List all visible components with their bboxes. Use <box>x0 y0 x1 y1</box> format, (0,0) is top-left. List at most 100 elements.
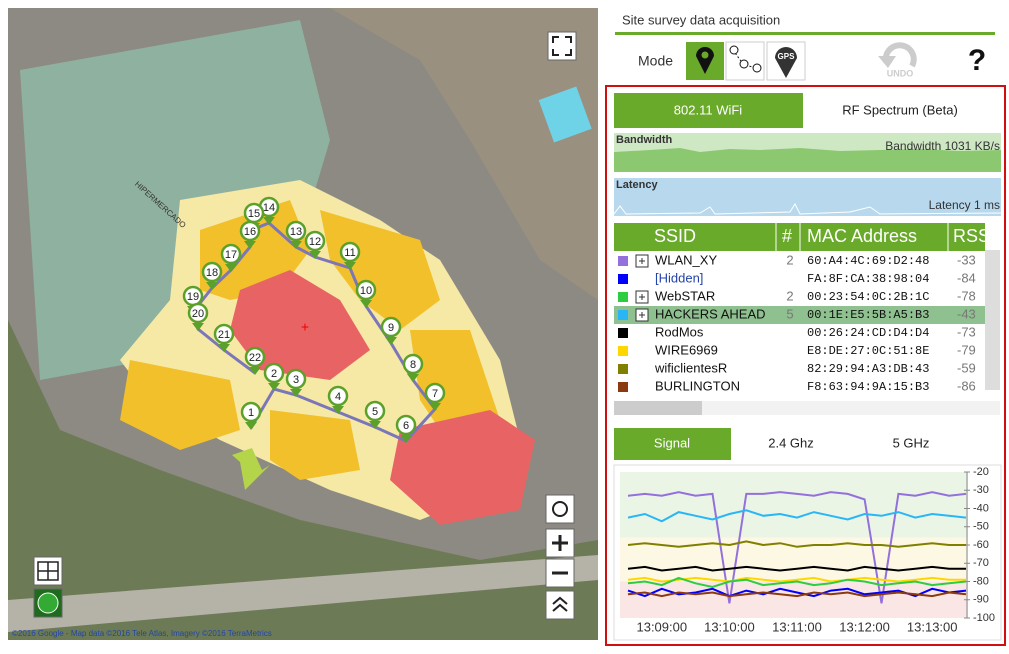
waypoint[interactable] <box>304 230 326 252</box>
header <box>612 8 1002 36</box>
bandwidth-graph <box>614 148 1001 172</box>
store <box>270 410 360 480</box>
waypoint-label: 4 <box>335 391 341 403</box>
row-rss: -73 <box>957 324 976 339</box>
waypoint[interactable] <box>285 368 307 390</box>
waypoint-label: 16 <box>244 226 256 238</box>
waypoint[interactable] <box>424 382 446 404</box>
row-swatch <box>618 346 628 356</box>
row-rss: -78 <box>957 288 976 303</box>
latency-reading: Latency 1 ms <box>929 198 1000 212</box>
waypoint[interactable] <box>364 400 386 422</box>
waypoint-pin <box>369 421 381 429</box>
waypoint[interactable] <box>213 323 235 345</box>
tab-active[interactable] <box>614 93 803 128</box>
waypoint-pin <box>192 323 204 331</box>
waypoint-label: 8 <box>410 359 416 371</box>
row-ssid[interactable]: WIRE6969 <box>655 342 718 357</box>
signal-tab[interactable]: 5 GHz <box>893 435 930 450</box>
y-tick-label: -70 <box>973 557 989 569</box>
y-tick-label: -60 <box>973 539 989 551</box>
row-rss: -86 <box>957 378 976 393</box>
row-ssid[interactable]: [Hidden] <box>655 270 703 285</box>
row-ssid[interactable]: wificlientesR <box>654 360 727 375</box>
zoom-in-icon <box>552 535 568 551</box>
waypoint[interactable] <box>355 279 377 301</box>
waypoint-label: 5 <box>372 406 378 418</box>
x-tick-label: 13:10:00 <box>704 619 755 634</box>
pin-hole <box>701 51 709 59</box>
signal-line <box>627 491 967 604</box>
band-poor <box>620 581 968 618</box>
row-swatch <box>618 328 628 338</box>
row-ssid[interactable]: WLAN_XY <box>655 252 717 267</box>
waypoint[interactable] <box>244 346 266 368</box>
waypoint-pin <box>218 344 230 352</box>
waypoint[interactable] <box>239 220 261 242</box>
waypoint[interactable] <box>263 362 285 384</box>
signal-line <box>627 565 966 572</box>
anchor-store <box>390 410 535 525</box>
waypoint[interactable] <box>220 243 242 265</box>
route-icon-node <box>739 59 749 69</box>
x-tick-label: 13:13:00 <box>907 619 958 634</box>
gps-label: GPS <box>778 52 796 61</box>
signal-tab-active[interactable] <box>614 428 731 460</box>
waypoint[interactable] <box>327 385 349 407</box>
vertical-scrollbar[interactable] <box>985 250 1000 390</box>
waypoint[interactable] <box>395 414 417 436</box>
route-line <box>191 221 437 443</box>
waypoint[interactable] <box>380 316 402 338</box>
waypoint-pin <box>249 367 261 375</box>
signal-line <box>627 576 967 589</box>
row-ssid[interactable]: BURLINGTON <box>655 378 740 393</box>
tab[interactable]: RF Spectrum (Beta) <box>842 102 958 117</box>
pool <box>538 86 592 143</box>
row-ssid[interactable]: HACKERS AHEAD <box>655 306 766 321</box>
signal-line <box>627 591 967 598</box>
waypoint[interactable] <box>240 401 262 423</box>
row-swatch <box>618 274 628 284</box>
store <box>320 210 440 330</box>
row-ssid[interactable]: RodMos <box>655 324 704 339</box>
row-count: 2 <box>786 252 793 267</box>
signal-line <box>627 540 966 548</box>
column-header: # <box>782 226 792 246</box>
signal-tab[interactable]: Signal <box>654 435 690 450</box>
waypoint-label: 20 <box>192 308 204 320</box>
help-button[interactable]: ? <box>968 44 986 77</box>
row-mac: 00:1E:E5:5B:A5:B3 <box>807 308 929 322</box>
hypermarket <box>20 20 330 380</box>
expand-icon <box>639 294 645 300</box>
horizontal-scrollbar[interactable] <box>614 401 702 415</box>
undo-button[interactable]: UNDO <box>887 68 914 78</box>
x-tick-label: 13:09:00 <box>636 619 687 634</box>
row-rss: -33 <box>957 252 976 267</box>
panel-title: Site survey data acquisition <box>622 12 780 27</box>
row-ssid[interactable]: WebSTAR <box>655 288 715 303</box>
waypoint-label: 14 <box>263 202 275 214</box>
waypoint-pin <box>407 374 419 382</box>
waypoint[interactable] <box>285 220 307 242</box>
waypoint[interactable] <box>339 241 361 263</box>
tab[interactable]: 802.11 WiFi <box>674 102 743 117</box>
zoom-in-button[interactable] <box>545 528 575 558</box>
waypoint-label: 7 <box>432 388 438 400</box>
undo-icon <box>882 42 917 68</box>
locate-button[interactable] <box>545 494 575 524</box>
waypoint-label: 2 <box>271 368 277 380</box>
waypoint-label: 3 <box>293 374 299 386</box>
undo-arrow <box>878 56 896 68</box>
waypoint-pin <box>268 383 280 391</box>
signal-tab[interactable]: 2.4 Ghz <box>768 435 814 450</box>
waypoint-pin <box>344 262 356 270</box>
waypoint[interactable] <box>402 353 424 375</box>
waypoint-pin <box>244 241 256 249</box>
row-rss: -79 <box>957 342 976 357</box>
horizontal-scrollbar-track <box>614 401 1000 415</box>
waypoint-label: 17 <box>225 249 237 261</box>
waypoint[interactable] <box>187 302 209 324</box>
waypoint-pin <box>245 422 257 430</box>
waypoint[interactable] <box>201 261 223 283</box>
